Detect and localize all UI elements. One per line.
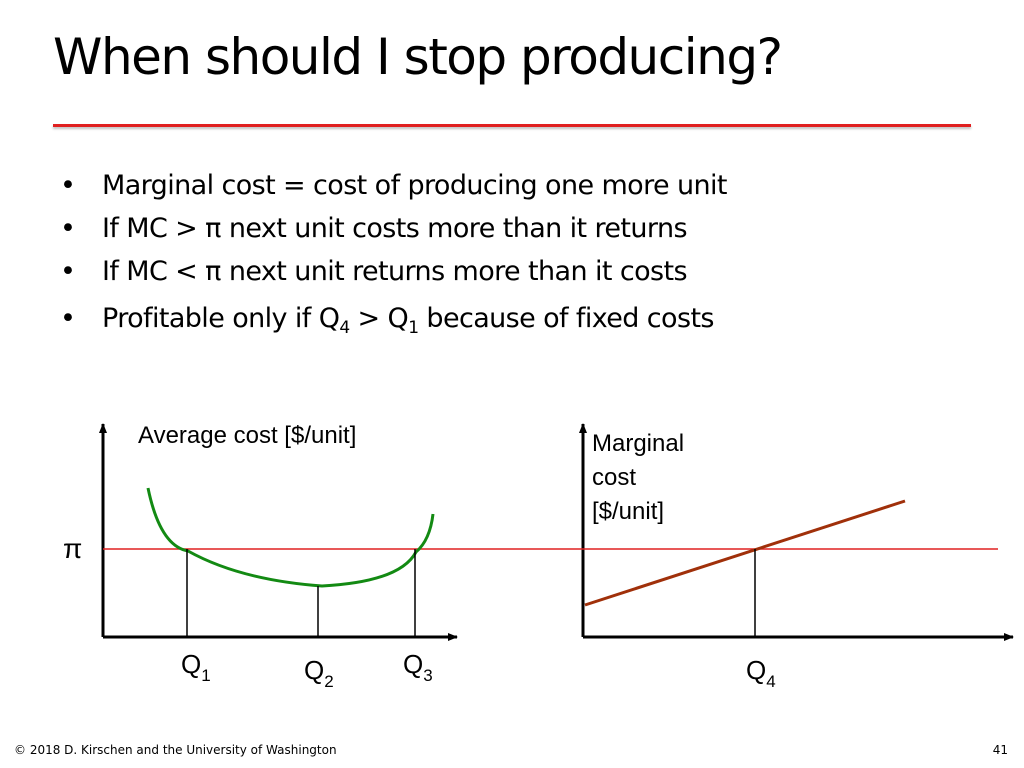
q-label-sub: 2 — [324, 672, 333, 691]
copyright-footer: © 2018 D. Kirschen and the University of… — [14, 743, 337, 757]
q3-label: Q3 — [403, 649, 433, 685]
bullet-text-part: > Q — [349, 303, 409, 334]
slide-title: When should I stop producing? — [53, 28, 783, 86]
right-axis-label-line: cost — [592, 464, 636, 491]
bullet-item: Marginal cost = cost of producing one mo… — [60, 168, 728, 211]
subscript: 4 — [339, 318, 350, 338]
q2-label: Q2 — [304, 655, 334, 691]
q-label-sub: 1 — [201, 666, 210, 685]
q-label-base: Q — [304, 655, 324, 685]
bullet-item: If MC < π next unit returns more than it… — [60, 254, 727, 297]
q-label-base: Q — [403, 649, 423, 679]
svg-text:Q1: Q1 — [181, 649, 211, 685]
svg-text:Q3: Q3 — [403, 649, 433, 685]
left-axis-label: Average cost [$/unit] — [138, 422, 356, 449]
bullet-text-part: Profitable only if Q — [102, 303, 340, 334]
right-axis-label-line: [$/unit] — [592, 498, 664, 525]
bullet-text-part: because of fixed costs — [418, 303, 714, 334]
marginal-cost-line — [584, 499, 906, 607]
q1-label: Q1 — [181, 649, 211, 685]
q-label-base: Q — [746, 655, 766, 685]
bullet-text: If MC > π next unit costs more than it r… — [102, 213, 688, 244]
bullet-list: Marginal cost = cost of producing one mo… — [60, 168, 728, 345]
q-label-base: Q — [181, 649, 201, 679]
bullet-item: If MC > π next unit costs more than it r… — [60, 211, 727, 254]
page-number: 41 — [992, 743, 1008, 757]
subscript: 1 — [408, 318, 419, 338]
title-underline — [53, 124, 971, 127]
svg-text:Q4: Q4 — [746, 655, 776, 691]
average-cost-curve — [146, 487, 435, 588]
bullet-text: Marginal cost = cost of producing one mo… — [102, 170, 728, 201]
right-axis-label-line: Marginal — [592, 430, 684, 457]
svg-text:Q2: Q2 — [304, 655, 334, 691]
bullet-text: If MC < π next unit returns more than it… — [102, 256, 688, 287]
price-label: π — [63, 533, 82, 564]
bullet-item: Profitable only if Q4 > Q1 because of fi… — [60, 297, 727, 345]
q4-label: Q4 — [746, 655, 776, 691]
q-label-sub: 3 — [423, 666, 432, 685]
q-label-sub: 4 — [766, 672, 775, 691]
